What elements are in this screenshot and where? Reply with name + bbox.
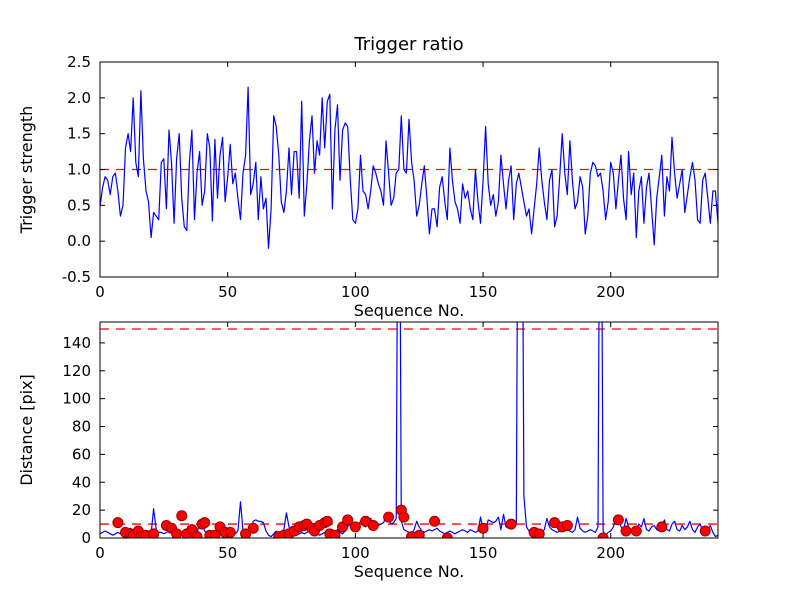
plot-area — [100, 86, 718, 249]
scatter-marker — [630, 525, 642, 537]
axes-frame — [99, 321, 719, 539]
x-axis-label: Sequence No. — [354, 562, 465, 581]
scatter-marker — [477, 522, 489, 534]
data-line — [100, 86, 718, 249]
x-axis-label: Sequence No. — [354, 301, 465, 320]
y-tick-label: 120 — [62, 362, 91, 380]
scatter-marker — [191, 531, 203, 538]
y-tick-label: 140 — [62, 334, 91, 352]
scatter-marker — [429, 515, 441, 527]
y-tick-label: 1.5 — [67, 125, 91, 143]
scatter-marker — [349, 521, 361, 533]
scatter-marker — [209, 529, 221, 538]
scatter-marker — [199, 517, 211, 529]
y-tick-label: -0.5 — [62, 268, 91, 286]
scatter-marker — [342, 514, 354, 526]
x-tick-label: 0 — [95, 544, 105, 562]
scatter-marker — [612, 514, 624, 526]
x-tick-label: 0 — [95, 283, 105, 301]
y-tick-label: 0 — [81, 529, 91, 547]
y-tick-label: 20 — [72, 501, 91, 519]
scatter-marker — [699, 525, 711, 537]
x-tick-label: 200 — [596, 283, 625, 301]
scatter-marker — [171, 528, 183, 538]
y-tick-label: 0.0 — [67, 232, 91, 250]
y-tick-label: 40 — [72, 473, 91, 491]
chart-title: Trigger ratio — [353, 34, 463, 55]
x-tick-label: 100 — [341, 544, 370, 562]
scatter-marker — [367, 519, 379, 531]
x-tick-label: 200 — [596, 544, 625, 562]
scatter-marker — [329, 529, 341, 538]
scatter-marker — [413, 529, 425, 538]
scatter-marker — [656, 521, 668, 533]
x-tick-label: 100 — [341, 283, 370, 301]
scatter-marker — [561, 519, 573, 531]
y-tick-label: 2.5 — [67, 53, 91, 71]
scatter-marker — [533, 528, 545, 538]
scatter-marker — [247, 522, 259, 534]
scatter-marker — [240, 528, 252, 538]
scatter-marker — [441, 532, 453, 538]
y-tick-label: 100 — [62, 390, 91, 408]
scatter-marker — [398, 511, 410, 523]
x-tick-label: 150 — [469, 283, 498, 301]
y-axis-label: Trigger strength — [17, 106, 36, 235]
scatter-marker — [383, 511, 395, 523]
y-tick-label: 0.5 — [67, 196, 91, 214]
y-tick-label: 1.0 — [67, 161, 91, 179]
scatter-marker — [597, 532, 609, 538]
x-tick-label: 150 — [469, 544, 498, 562]
x-tick-label: 50 — [218, 283, 237, 301]
y-tick-label: 80 — [72, 418, 91, 436]
x-tick-label: 50 — [218, 544, 237, 562]
plot-area — [100, 322, 718, 538]
scatter-marker — [505, 518, 517, 530]
y-tick-label: 2.0 — [67, 89, 91, 107]
scatter-marker — [224, 526, 236, 538]
scatter-marker — [148, 528, 160, 538]
data-line — [100, 322, 718, 538]
scatter-marker — [112, 517, 124, 529]
scatter-marker — [321, 515, 333, 527]
y-axis-label: Distance [pix] — [17, 374, 36, 486]
y-tick-label: 60 — [72, 445, 91, 463]
scatter-marker — [620, 525, 632, 537]
scatter-marker — [176, 510, 188, 522]
